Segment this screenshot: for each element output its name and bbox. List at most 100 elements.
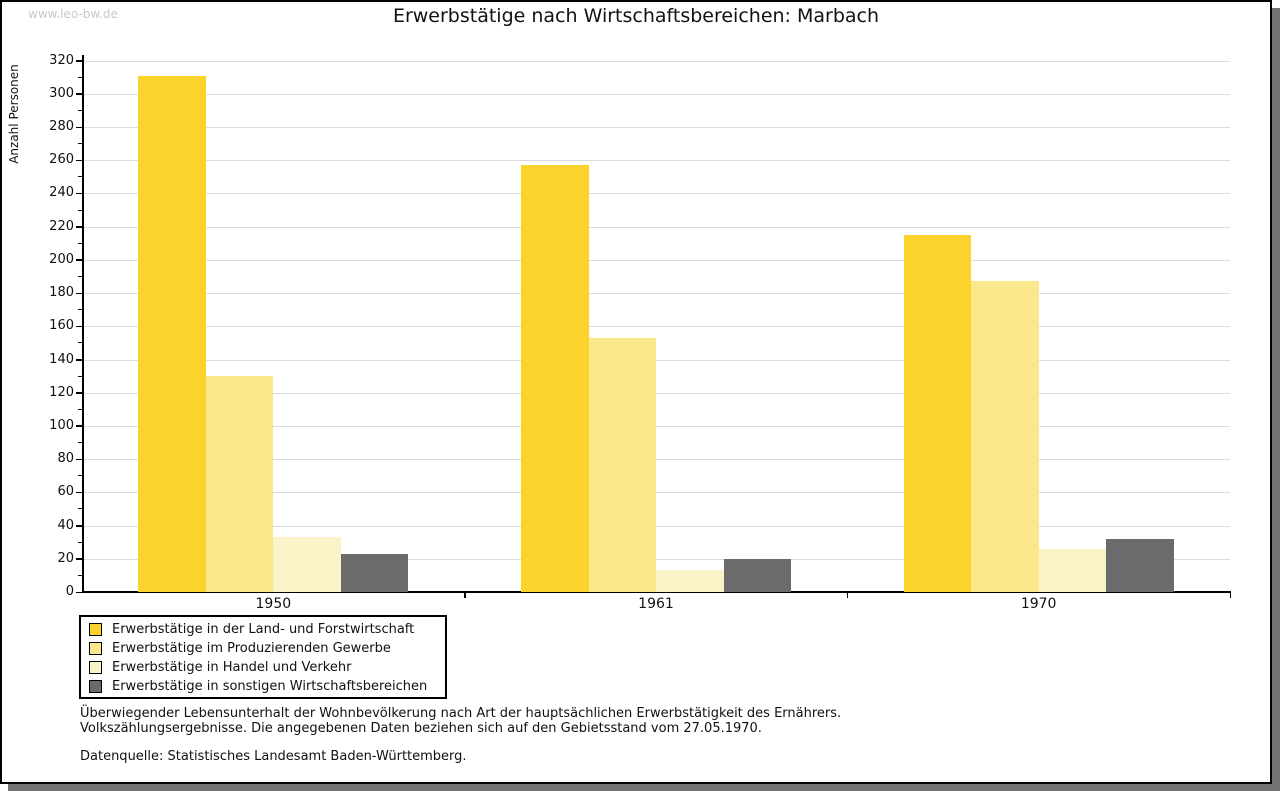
y-major-tick-280 (76, 126, 82, 129)
y-minor-tick-170 (78, 309, 82, 311)
gridline-80 (83, 459, 1230, 461)
legend-swatch-icon (89, 661, 102, 674)
y-minor-tick-230 (78, 209, 82, 211)
y-minor-tick-90 (78, 442, 82, 444)
y-tick-label-160: 160 (49, 318, 74, 334)
gridline-120 (83, 392, 1230, 394)
bar-1970-series-1 (903, 234, 972, 592)
y-tick-label-180: 180 (49, 285, 74, 301)
y-minor-tick-30 (78, 541, 82, 543)
y-tick-label-60: 60 (57, 484, 74, 500)
y-tick-label-320: 320 (49, 52, 74, 68)
y-major-tick-200 (76, 259, 82, 261)
bar-1961-series-1 (521, 165, 589, 592)
gridline-220 (83, 226, 1230, 228)
y-minor-tick-150 (78, 342, 82, 344)
legend-label: Erwerbstätige in der Land- und Forstwirt… (112, 622, 415, 637)
bar-1950-series-3 (273, 537, 341, 592)
y-major-tick-0 (76, 591, 82, 593)
bar-1970-series-3 (1038, 548, 1107, 592)
y-tick-label-0: 0 (65, 584, 74, 599)
y-major-tick-320 (76, 60, 82, 62)
y-tick-label-120: 120 (49, 384, 74, 400)
y-minor-tick-50 (78, 508, 82, 510)
gridline-20 (83, 558, 1230, 560)
y-tick-label-80: 80 (57, 451, 74, 467)
bar-1950-series-2 (205, 376, 274, 592)
y-minor-tick-290 (78, 109, 82, 111)
footnotes: Überwiegender Lebensunterhalt der Wohnbe… (80, 706, 841, 764)
y-major-tick-80 (76, 458, 82, 461)
gridline-140 (83, 359, 1230, 361)
y-minor-tick-130 (78, 375, 82, 377)
y-major-tick-180 (76, 292, 82, 295)
y-major-tick-60 (76, 491, 82, 494)
y-tick-label-200: 200 (49, 251, 74, 267)
y-major-tick-100 (76, 425, 82, 427)
y-major-tick-260 (76, 159, 82, 162)
gridline-260 (83, 160, 1230, 162)
x-tick-label-1970: 1970 (1020, 596, 1057, 612)
y-minor-tick-250 (78, 176, 82, 178)
gridline-60 (83, 492, 1230, 494)
legend-item-1: Erwerbstätige in der Land- und Forstwirt… (89, 620, 445, 639)
y-minor-tick-190 (78, 275, 82, 277)
y-major-tick-20 (76, 558, 82, 560)
watermark: www.leo-bw.de (28, 7, 118, 21)
legend-item-3: Erwerbstätige in Handel und Verkehr (89, 658, 445, 677)
y-major-tick-220 (76, 226, 82, 228)
gridline-200 (83, 259, 1230, 261)
bar-1950-series-1 (138, 75, 206, 592)
legend-box: Erwerbstätige in der Land- und Forstwirt… (79, 615, 447, 699)
gridline-40 (83, 525, 1230, 527)
x-boundary-tick-2 (846, 592, 849, 598)
x-tick-label-1950: 1950 (255, 596, 292, 612)
bar-1961-series-2 (588, 337, 656, 592)
y-major-tick-300 (76, 93, 82, 95)
frame-shadow-bottom (8, 784, 1272, 791)
gridline-100 (83, 425, 1230, 427)
footnote-line-2: Volkszählungsergebnisse. Die angegebenen… (80, 721, 762, 736)
y-major-tick-160 (76, 325, 82, 328)
legend-swatch-icon (89, 680, 102, 693)
legend-swatch-icon (89, 623, 102, 636)
y-minor-tick-70 (78, 475, 82, 477)
y-minor-tick-210 (78, 242, 82, 244)
x-boundary-tick-3 (1229, 592, 1231, 598)
x-tick-label-1961: 1961 (638, 596, 674, 612)
legend-item-2: Erwerbstätige im Produzierenden Gewerbe (89, 639, 445, 658)
y-tick-label-240: 240 (49, 185, 74, 201)
gridline-240 (83, 193, 1230, 195)
y-tick-label-280: 280 (49, 119, 74, 135)
y-minor-tick-110 (78, 408, 82, 410)
x-axis-line (82, 591, 1231, 593)
y-major-tick-120 (76, 392, 82, 394)
x-boundary-tick-1 (464, 592, 466, 598)
legend-item-4: Erwerbstätige in sonstigen Wirtschaftsbe… (89, 677, 445, 696)
legend-swatch-icon (89, 642, 102, 655)
y-tick-label-260: 260 (49, 152, 74, 168)
frame-shadow-right (1272, 8, 1280, 791)
y-tick-label-20: 20 (57, 550, 74, 566)
data-source: Datenquelle: Statistisches Landesamt Bad… (80, 749, 467, 764)
y-major-tick-40 (76, 525, 82, 527)
y-tick-label-40: 40 (57, 517, 74, 533)
bar-1961-series-3 (656, 570, 724, 592)
bar-1970-series-2 (971, 281, 1039, 592)
y-tick-label-140: 140 (49, 351, 74, 367)
footnote-line-1: Überwiegender Lebensunterhalt der Wohnbe… (80, 706, 842, 721)
y-tick-label-220: 220 (49, 218, 74, 234)
legend-label: Erwerbstätige in sonstigen Wirtschaftsbe… (112, 679, 428, 694)
gridline-180 (83, 293, 1230, 295)
y-major-tick-140 (76, 359, 82, 361)
y-minor-tick-310 (78, 76, 82, 78)
bar-1961-series-4 (723, 558, 791, 592)
bar-1950-series-4 (340, 553, 409, 592)
gridline-160 (83, 326, 1230, 328)
bar-1970-series-4 (1106, 538, 1174, 592)
y-minor-tick-10 (78, 574, 82, 576)
gridline-320 (83, 60, 1230, 62)
